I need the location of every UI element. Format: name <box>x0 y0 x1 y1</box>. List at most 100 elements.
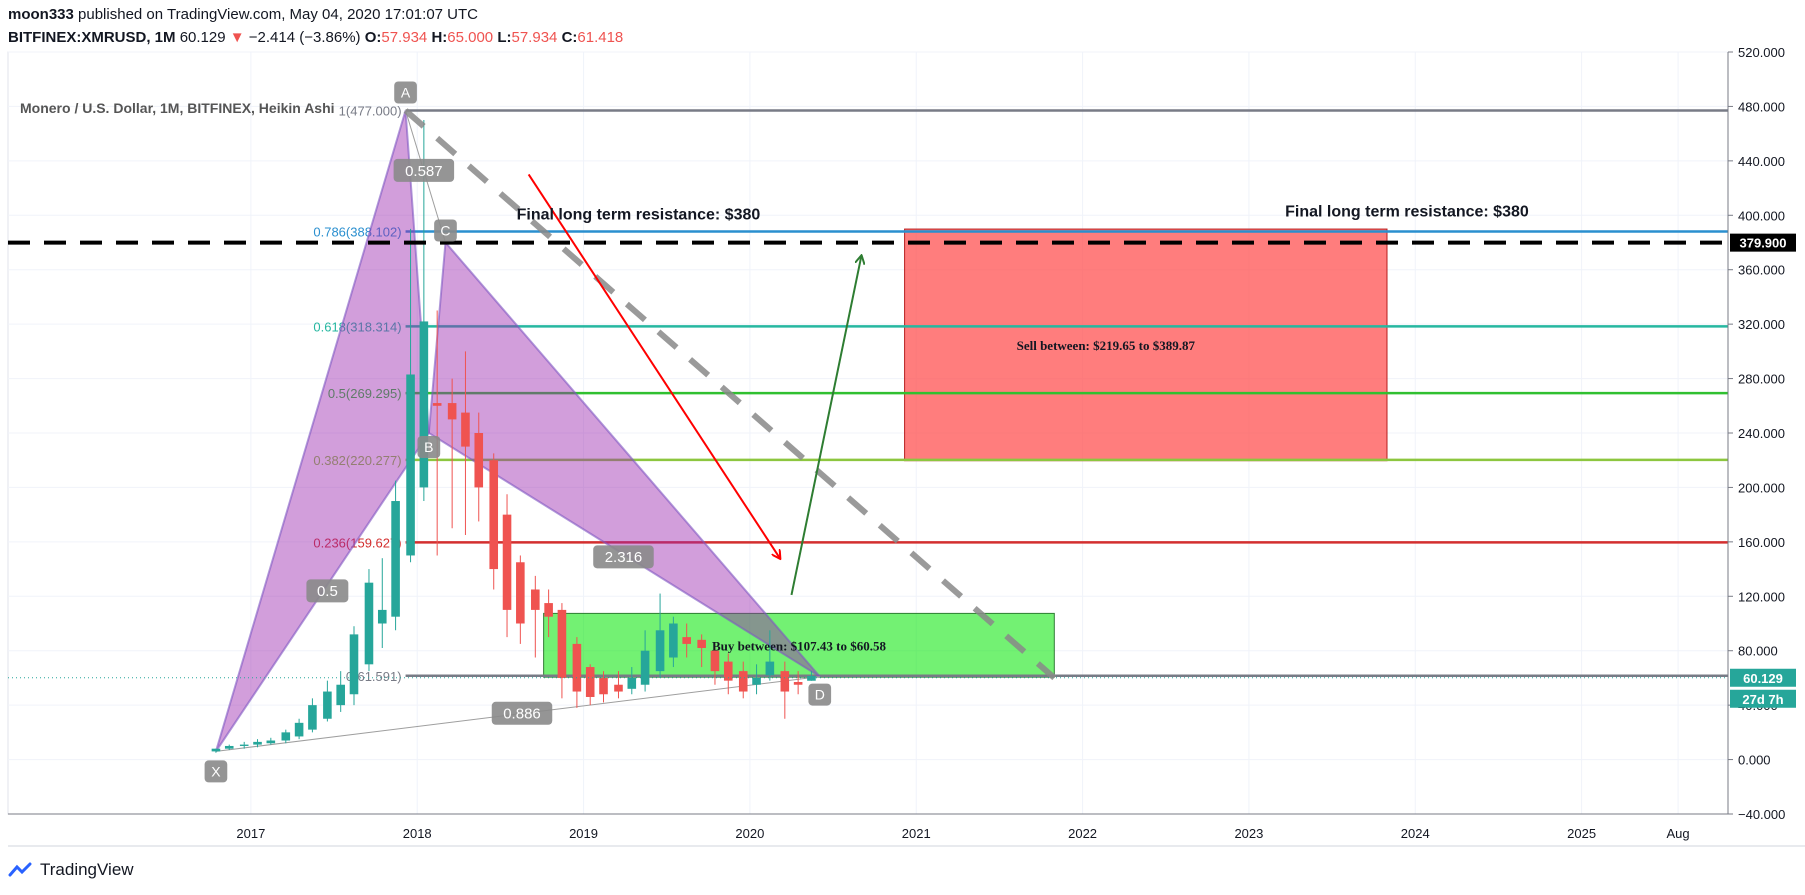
candle-body <box>780 671 790 692</box>
ratio-label-bg <box>306 579 349 603</box>
x-tick-label: 2022 <box>1068 826 1097 841</box>
grid <box>7 51 1729 815</box>
resistance-annotation: Final long term resistance: $380 <box>517 206 761 223</box>
y-tick-label: 0.000 <box>1738 753 1771 768</box>
candle-body <box>697 639 706 648</box>
y-tick-label: 360.000 <box>1738 263 1785 278</box>
candle-body <box>461 412 470 447</box>
fib-label: 0.786(388.102) <box>313 224 401 239</box>
harmonic-triangle-xab <box>214 110 430 752</box>
high-value: 65.000 <box>447 29 494 46</box>
published-text: published on TradingView.com, May 04, 20… <box>78 6 478 23</box>
down-arrow-icon: ▼ <box>229 29 245 46</box>
y-tick-label: 480.000 <box>1738 99 1785 114</box>
open-value: 57.934 <box>381 29 428 46</box>
candle-body <box>419 321 429 488</box>
ratio-label: 0.5 <box>317 583 338 600</box>
point-label-x: X <box>211 763 221 779</box>
x-tick-label: 2025 <box>1567 826 1596 841</box>
axes: −40.0000.00040.00080.000120.000160.00020… <box>8 45 1805 847</box>
current-price-tag-bg <box>1730 668 1796 687</box>
brand-name[interactable]: TradingView <box>40 860 134 879</box>
high-label: H: <box>431 29 448 46</box>
fibonacci-levels: 1(477.000) 0.786(388.102) 0.618(318.314) 0.… <box>313 104 1728 684</box>
candle-body <box>239 744 249 746</box>
sell-zone <box>904 228 1388 462</box>
current-price-tag: 60.129 <box>1743 671 1783 686</box>
x-tick-label: 2023 <box>1234 826 1263 841</box>
countdown-tag-bg <box>1730 689 1796 708</box>
buy-zone <box>543 612 1055 678</box>
y-tick-label: 400.000 <box>1738 208 1785 223</box>
last-price: 60.129 <box>179 29 226 46</box>
candle-body <box>294 722 304 737</box>
y-tick-label: 160.000 <box>1738 535 1785 550</box>
candle-body <box>308 705 317 730</box>
resistance-annotation: Final long term resistance: $380 <box>1285 204 1529 221</box>
footer: TradingView <box>8 860 134 880</box>
point-label-b-bg <box>417 436 441 458</box>
y-tick-label: 520.000 <box>1738 45 1785 60</box>
candle-body <box>349 634 359 695</box>
author-name[interactable]: moon333 <box>8 6 74 23</box>
interval: 1M <box>154 29 176 46</box>
y-tick-label: 120.000 <box>1738 589 1785 604</box>
y-tick-label: 200.000 <box>1738 480 1785 495</box>
ratio-label-bg <box>491 701 553 725</box>
x-tick-label: 2017 <box>236 826 265 841</box>
candle-body <box>557 609 567 678</box>
ratio-label: 2.316 <box>605 549 643 566</box>
candle-body <box>211 748 221 752</box>
candle-body <box>281 732 291 741</box>
candle-body <box>531 589 540 610</box>
resistance-price-tag: 379.900 <box>1740 236 1787 251</box>
symbol[interactable]: BITFINEX:XMRUSD, <box>8 29 151 46</box>
pattern-labels: X A B C D 0.587 0.5 2.316 0.886 Sell between: $21… <box>204 81 1529 783</box>
point-label-x-bg <box>204 760 228 783</box>
y-tick-label: −40.000 <box>1738 807 1785 822</box>
sell-zone-label: Sell between: $219.65 to $389.87 <box>1017 338 1196 353</box>
price-change: −2.414 (−3.86%) <box>248 29 361 46</box>
candle-body <box>253 741 262 745</box>
candle-body <box>391 501 400 617</box>
close-label: C: <box>561 29 578 46</box>
zones <box>543 228 1388 678</box>
countdown-tag: 27d 7h <box>1742 692 1783 707</box>
candle-body <box>432 403 442 406</box>
point-label-c: C <box>440 223 450 239</box>
x-tick-label: 2018 <box>403 826 432 841</box>
candle-body <box>765 661 775 676</box>
candle-body <box>406 374 415 556</box>
y-tick-label: 80.000 <box>1738 644 1778 659</box>
candles <box>211 120 816 753</box>
point-label-b: B <box>424 439 433 455</box>
ratio-label-bg <box>393 158 455 182</box>
point-label-c-bg <box>434 219 457 242</box>
x-tick-label: 2021 <box>902 826 931 841</box>
tradingview-logo-icon <box>8 862 32 877</box>
candle-body <box>599 677 608 695</box>
x-tick-label: 2019 <box>569 826 598 841</box>
low-label: L: <box>497 29 512 46</box>
candle-body <box>655 630 665 672</box>
x-tick-label: Aug <box>1667 826 1690 841</box>
ratio-label-bg <box>593 545 654 569</box>
candle-body <box>323 691 332 719</box>
fib-label: 0.236(159.627) <box>313 535 401 550</box>
fib-label: 0(61.591) <box>346 669 402 684</box>
candle-body <box>682 637 691 644</box>
y-tick-label: 320.000 <box>1738 317 1785 332</box>
x-tick-label: 2024 <box>1401 826 1430 841</box>
red-arrow <box>527 173 780 558</box>
y-tick-label: 440.000 <box>1738 154 1785 169</box>
fib-label: 1(477.000) <box>339 104 402 119</box>
chart-title: Monero / U.S. Dollar, 1M, BITFINEX, Heik… <box>20 100 335 116</box>
dashed-downtrend <box>403 108 1057 681</box>
close-value: 61.418 <box>577 29 624 46</box>
candle-body <box>266 740 276 744</box>
candle-body <box>224 745 234 749</box>
candle-body <box>502 514 512 610</box>
candle-body <box>807 675 816 681</box>
candle-body <box>447 403 457 420</box>
